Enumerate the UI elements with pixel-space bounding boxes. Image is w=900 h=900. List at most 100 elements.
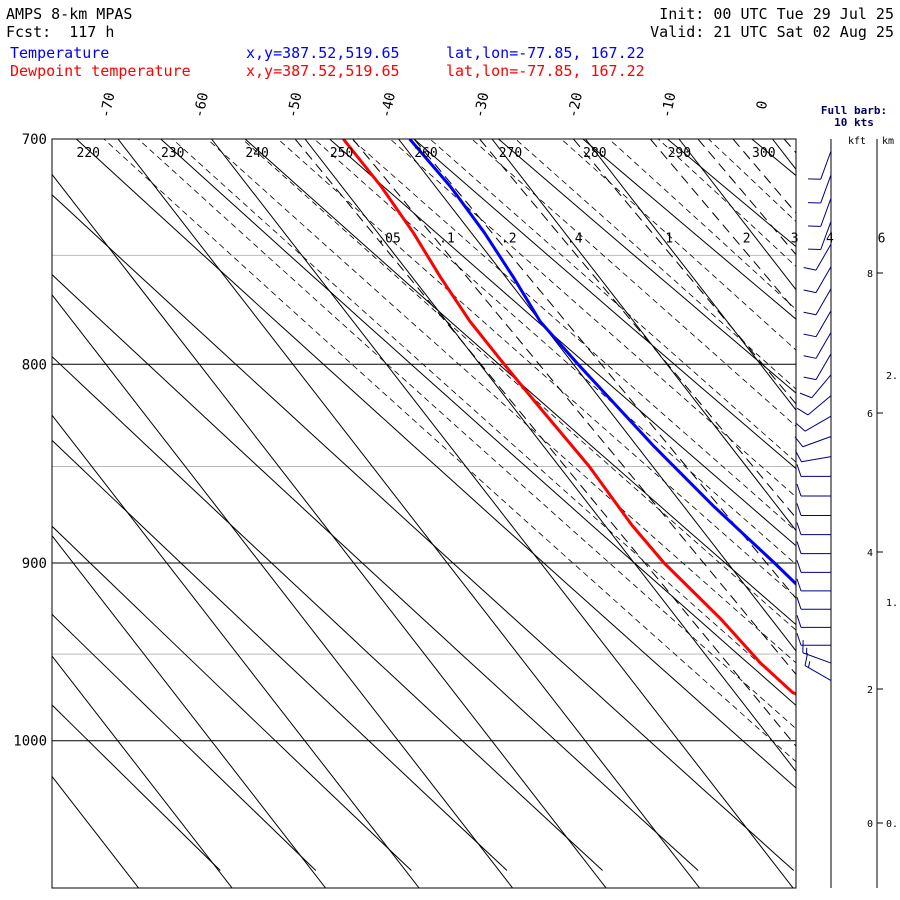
wind-barb bbox=[794, 436, 832, 448]
wind-barb bbox=[803, 288, 832, 316]
isotherm-line bbox=[52, 655, 233, 888]
dry-adiabat bbox=[735, 0, 900, 871]
mixing-ratio-label: 3 bbox=[791, 231, 799, 246]
wind-barb bbox=[796, 615, 831, 628]
moist-adiabat bbox=[560, 139, 796, 351]
moist-adiabat bbox=[608, 139, 796, 310]
moist-adiabat bbox=[657, 139, 796, 268]
wind-barb bbox=[802, 640, 832, 664]
isotherm-line bbox=[52, 534, 326, 888]
mixing-ratio-label: 1 bbox=[665, 231, 673, 246]
wind-barb bbox=[796, 522, 831, 536]
legend-temperature-latlon: lat,lon=-77.85, 167.22 bbox=[446, 44, 645, 62]
isotherm-label: -20 bbox=[565, 91, 586, 119]
dry-adiabat bbox=[75, 139, 796, 789]
theta-label: 250 bbox=[330, 146, 353, 161]
moist-adiabat bbox=[389, 139, 796, 498]
mixing-ratio-label: 6 bbox=[878, 231, 886, 246]
wind-barb bbox=[796, 483, 831, 497]
moist-adiabat bbox=[313, 139, 796, 565]
isotherm-line bbox=[52, 414, 420, 888]
dry-adiabat bbox=[52, 273, 699, 871]
dry-adiabat bbox=[52, 194, 795, 871]
isotherm-line bbox=[211, 139, 794, 888]
wind-barb bbox=[795, 415, 832, 432]
theta-label: 290 bbox=[668, 146, 691, 161]
isotherm-label: -70 bbox=[98, 91, 119, 119]
legend-dewpoint-latlon: lat,lon=-77.85, 167.22 bbox=[446, 62, 645, 80]
isotherm-line bbox=[678, 139, 796, 291]
valid-time: Valid: 21 UTC Sat 02 Aug 25 bbox=[650, 23, 894, 41]
kft-label: 4 bbox=[867, 548, 873, 559]
isotherm-line bbox=[52, 775, 139, 888]
dry-adiabat bbox=[817, 0, 900, 871]
dry-adiabat bbox=[52, 704, 221, 871]
isotherm-label: -40 bbox=[378, 91, 399, 119]
mixing-ratio-label: .05 bbox=[377, 231, 400, 246]
barb-note-line1: Full barb: bbox=[821, 104, 887, 117]
wind-barb bbox=[804, 653, 832, 682]
moist-adiabat bbox=[206, 139, 796, 664]
theta-label: 270 bbox=[499, 146, 522, 161]
wind-barb bbox=[796, 395, 832, 416]
dry-adiabat bbox=[653, 0, 900, 871]
mixing-ratio-line bbox=[697, 139, 796, 256]
wind-barb bbox=[803, 332, 832, 359]
wind-barb bbox=[803, 353, 832, 381]
km-label: 0. bbox=[886, 819, 898, 830]
isotherm-label: 0 bbox=[754, 99, 771, 111]
mixing-ratio-label: 2 bbox=[743, 231, 751, 246]
kft-label: 2 bbox=[867, 685, 873, 696]
moist-adiabat bbox=[514, 139, 796, 390]
wind-barb bbox=[808, 198, 832, 227]
isotherm-label: -10 bbox=[659, 91, 680, 119]
mixing-ratio-line bbox=[572, 139, 796, 405]
kft-label: 6 bbox=[867, 409, 873, 420]
mixing-ratio-label: .4 bbox=[567, 231, 583, 246]
isotherm-label: -30 bbox=[472, 91, 493, 119]
dry-adiabat bbox=[497, 139, 796, 394]
wind-barb bbox=[794, 450, 832, 463]
moist-adiabat bbox=[277, 139, 796, 598]
dry-adiabat bbox=[413, 139, 796, 470]
wind-barb bbox=[796, 597, 831, 610]
dry-adiabat bbox=[159, 139, 796, 707]
moist-adiabat bbox=[471, 139, 796, 427]
theta-label: 220 bbox=[77, 146, 100, 161]
isotherm-label: -60 bbox=[191, 91, 212, 119]
km-label: 2. bbox=[886, 371, 898, 382]
theta-label: 280 bbox=[583, 146, 606, 161]
theta-label: 230 bbox=[161, 146, 184, 161]
dry-adiabat bbox=[52, 613, 317, 871]
pressure-tick-label: 700 bbox=[22, 132, 47, 148]
legend-dewpoint-name: Dewpoint temperature bbox=[10, 62, 191, 80]
isotherm-line bbox=[304, 139, 796, 773]
pressure-tick-label: 900 bbox=[22, 556, 47, 572]
model-title: AMPS 8-km MPAS bbox=[6, 5, 133, 23]
legend-dewpoint-xy: x,y=387.52,519.65 bbox=[246, 62, 400, 80]
kft-label: kft bbox=[848, 136, 866, 147]
wind-barb bbox=[803, 310, 832, 338]
wind-barb bbox=[808, 221, 832, 250]
dry-adiabat bbox=[328, 139, 796, 547]
wind-barb bbox=[796, 503, 831, 516]
legend-temperature-xy: x,y=387.52,519.65 bbox=[246, 44, 400, 62]
dry-adiabat bbox=[52, 439, 508, 871]
dry-adiabat bbox=[52, 355, 603, 871]
mixing-ratio-label: .2 bbox=[501, 231, 517, 246]
mixing-ratio-line bbox=[413, 139, 796, 600]
isotherm-line bbox=[772, 139, 796, 171]
kft-label: 0 bbox=[867, 819, 873, 830]
dry-adiabat bbox=[582, 139, 796, 320]
wind-barb bbox=[808, 150, 832, 180]
moist-adiabat bbox=[103, 139, 796, 763]
km-label: 1. bbox=[886, 598, 898, 609]
legend-temperature-name: Temperature bbox=[10, 44, 110, 62]
moist-adiabat bbox=[241, 139, 796, 631]
kft-label: 8 bbox=[867, 269, 873, 280]
wind-barb bbox=[803, 266, 832, 294]
isotherm-line bbox=[117, 139, 700, 888]
wind-barb bbox=[796, 578, 831, 592]
wind-barb bbox=[808, 174, 832, 204]
moist-adiabat bbox=[137, 139, 796, 730]
